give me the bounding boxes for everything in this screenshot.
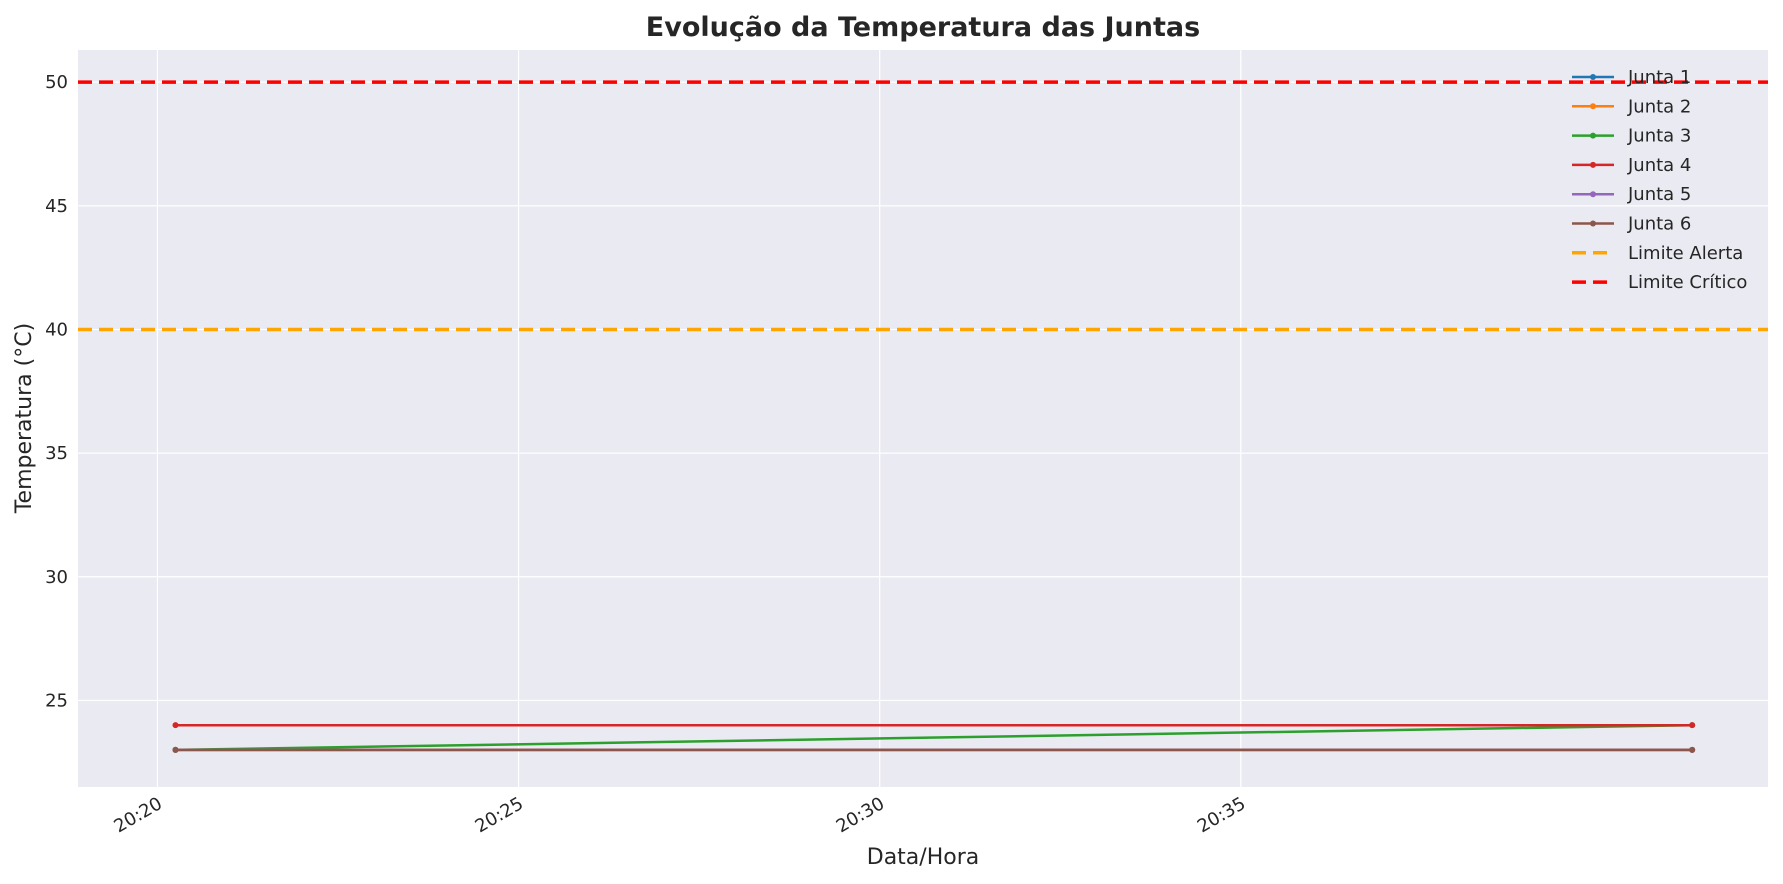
legend-label: Junta 1: [1627, 67, 1691, 88]
data-point: [172, 746, 179, 753]
legend-label: Limite Crítico: [1628, 272, 1747, 293]
x-tick-label: 20:25: [472, 793, 527, 837]
chart-title: Evolução da Temperatura das Juntas: [646, 12, 1200, 43]
y-axis-label: Temperatura (°C): [12, 323, 37, 514]
data-point: [1689, 722, 1696, 729]
y-tick-label: 40: [45, 319, 68, 340]
legend-label: Junta 3: [1627, 126, 1691, 147]
legend-label: Limite Alerta: [1628, 243, 1743, 264]
x-tick-label: 20:35: [1194, 793, 1249, 837]
legend-label: Junta 5: [1627, 184, 1691, 205]
plot-area: [78, 50, 1768, 787]
x-tick-label: 20:30: [833, 793, 888, 837]
data-point: [172, 722, 179, 729]
y-tick-label: 45: [45, 196, 68, 217]
y-tick-label: 25: [45, 690, 68, 711]
series-lines: [172, 722, 1696, 753]
legend-marker: [1590, 220, 1596, 227]
series-line: [175, 723, 1693, 752]
legend-marker: [1590, 191, 1596, 198]
legend-label: Junta 6: [1627, 214, 1691, 235]
data-point: [1689, 746, 1696, 753]
legend-label: Junta 2: [1627, 96, 1691, 117]
x-tick-label: 20:20: [111, 793, 166, 837]
y-tick-label: 35: [45, 443, 68, 464]
legend: Junta 1 Junta 2 Junta 3 Junta 4 Junta 5 Junta…: [1572, 67, 1747, 293]
x-axis-label: Data/Hora: [867, 845, 979, 870]
reference-lines: [78, 80, 1768, 332]
legend-marker: [1590, 132, 1596, 139]
y-tick-label: 50: [45, 72, 68, 93]
y-tick-label: 30: [45, 567, 68, 588]
legend-marker: [1590, 161, 1596, 168]
legend-marker: [1590, 103, 1596, 110]
legend-label: Junta 4: [1627, 155, 1691, 176]
y-axis-ticks: 25 30 35 40 45 50: [45, 72, 68, 711]
legend-marker: [1590, 74, 1596, 80]
